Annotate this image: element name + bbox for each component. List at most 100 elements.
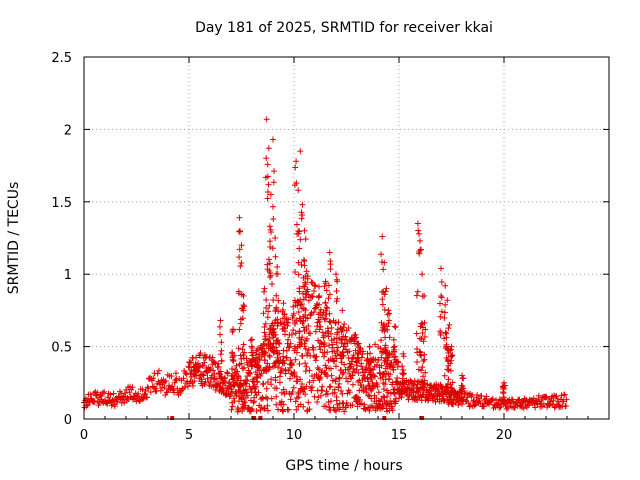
data-point [334, 401, 341, 408]
data-point [293, 180, 300, 187]
data-point [274, 270, 281, 277]
data-point [361, 401, 368, 408]
data-point [193, 354, 200, 361]
data-point [91, 399, 98, 406]
data-point [409, 386, 416, 393]
data-point [321, 340, 328, 347]
data-point [159, 384, 166, 391]
data-point [278, 320, 285, 327]
data-point [300, 317, 307, 324]
data-point [144, 384, 151, 391]
data-point [312, 283, 319, 290]
data-point [149, 383, 156, 390]
data-point [317, 346, 324, 353]
data-point [94, 389, 101, 396]
data-point [383, 370, 390, 377]
data-point [287, 340, 294, 347]
data-point [436, 300, 443, 307]
data-point [224, 369, 231, 376]
data-point [333, 298, 340, 305]
data-point [438, 294, 445, 301]
data-point [204, 375, 211, 382]
data-point [444, 380, 451, 387]
data-point [301, 327, 308, 334]
data-point [280, 347, 287, 354]
data-point [290, 310, 297, 317]
data-point [385, 307, 392, 314]
data-point [189, 382, 196, 389]
data-point [262, 320, 269, 327]
data-point [380, 266, 387, 273]
data-point [442, 384, 449, 391]
data-point [222, 392, 229, 399]
data-point [317, 306, 324, 313]
data-point [382, 288, 389, 295]
data-point [338, 387, 345, 394]
data-point [268, 395, 275, 402]
data-point [455, 402, 462, 409]
data-point [243, 389, 250, 396]
data-point [322, 307, 329, 314]
data-point [413, 330, 420, 337]
data-point [270, 326, 277, 333]
data-point [515, 397, 522, 404]
data-point [438, 265, 444, 272]
data-point [200, 363, 207, 370]
y-axis-label: SRMTID / TECUs [6, 182, 22, 295]
data-point [341, 408, 348, 415]
data-point [292, 330, 299, 337]
data-point [228, 386, 235, 393]
data-point [322, 329, 329, 336]
data-point [414, 288, 421, 295]
data-point [264, 189, 271, 196]
data-point [279, 325, 286, 332]
data-point [308, 387, 315, 394]
data-point [261, 405, 268, 412]
data-point [283, 388, 290, 395]
data-point [254, 364, 261, 371]
data-point [540, 402, 547, 409]
data-point [293, 317, 300, 324]
data-point [344, 378, 351, 385]
data-point [182, 370, 189, 377]
data-point [181, 384, 188, 391]
data-point [269, 320, 276, 327]
data-point [417, 335, 424, 342]
data-point [290, 303, 297, 310]
data-point [274, 263, 281, 270]
data-point [449, 379, 456, 386]
data-point [350, 352, 357, 359]
data-point [233, 392, 240, 399]
data-point [324, 391, 331, 398]
data-point [183, 371, 190, 378]
data-point [561, 391, 568, 398]
data-point [274, 350, 281, 357]
data-point [442, 301, 449, 308]
data-point [277, 369, 284, 376]
data-point [386, 334, 393, 341]
data-point [325, 295, 332, 302]
data-point [235, 406, 242, 413]
data-point [370, 366, 377, 373]
data-point [378, 354, 385, 361]
data-point [410, 389, 417, 396]
data-point [500, 389, 507, 396]
data-point [240, 302, 247, 309]
data-point [273, 393, 280, 400]
data-point [298, 209, 305, 216]
data-point [210, 376, 217, 383]
data-point [266, 269, 273, 276]
data-point [448, 352, 455, 359]
data-point [392, 324, 399, 331]
data-point [329, 377, 336, 384]
data-point [317, 374, 324, 381]
data-point [304, 350, 311, 357]
data-point [236, 227, 243, 234]
data-point [302, 337, 309, 344]
data-point [236, 214, 243, 221]
data-point [255, 363, 262, 370]
data-point [285, 406, 292, 413]
data-point [226, 393, 233, 400]
data-point [302, 345, 309, 352]
data-point [269, 203, 276, 210]
